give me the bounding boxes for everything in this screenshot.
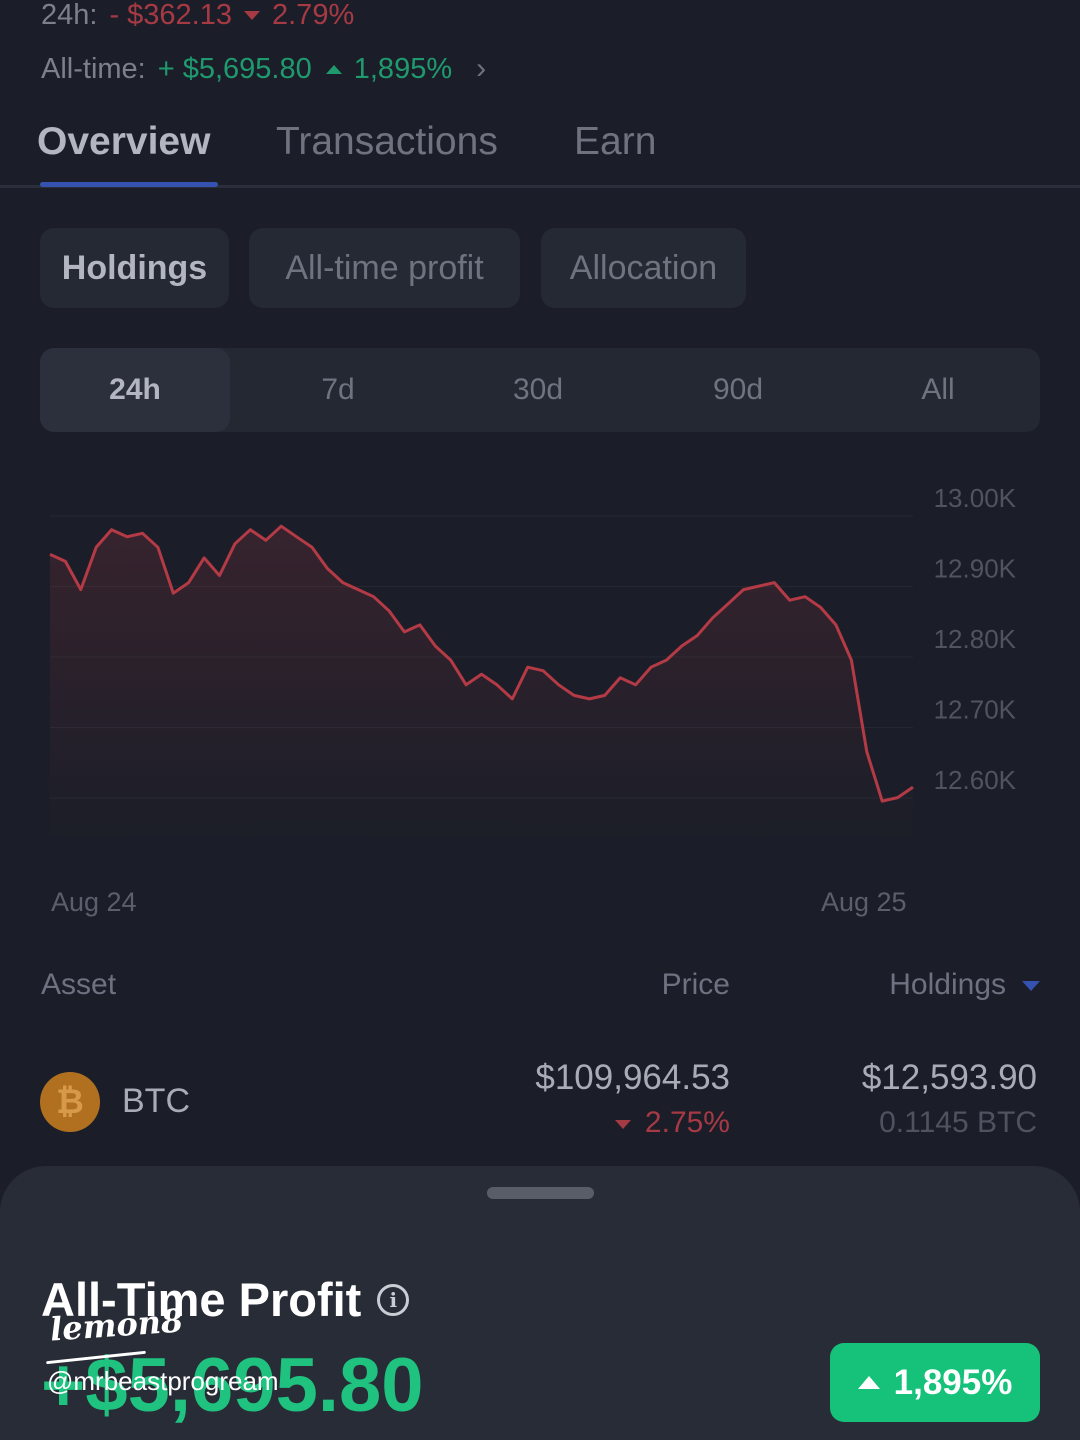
sheet-title: All-Time Profit i bbox=[41, 1272, 410, 1327]
column-header-holdings-label: Holdings bbox=[889, 968, 1006, 1001]
sheet-drag-handle[interactable] bbox=[487, 1187, 594, 1199]
column-header-asset[interactable]: Asset bbox=[41, 968, 117, 1001]
portfolio-summary: 24h: - $362.13 2.79% All-time: + $5,695.… bbox=[41, 0, 486, 96]
period-all[interactable]: All bbox=[921, 373, 955, 406]
asset-holdings-amount: 0.1145 BTC bbox=[879, 1106, 1037, 1139]
caret-down-icon bbox=[614, 1119, 631, 1129]
column-header-holdings[interactable]: Holdings bbox=[889, 968, 1040, 1002]
x-axis-label-end: Aug 25 bbox=[821, 887, 907, 917]
alltime-change-row[interactable]: All-time: + $5,695.80 1,895% › bbox=[41, 42, 486, 96]
info-icon[interactable]: i bbox=[377, 1283, 410, 1316]
sheet-title-text: All-Time Profit bbox=[41, 1273, 362, 1326]
alltime-profit-pct-badge: 1,895% bbox=[830, 1343, 1040, 1422]
tab-transactions[interactable]: Transactions bbox=[276, 120, 498, 163]
period-90d[interactable]: 90d bbox=[712, 373, 764, 406]
chevron-right-icon[interactable]: › bbox=[476, 52, 487, 85]
chip-alltime-profit[interactable]: All-time profit bbox=[249, 228, 520, 308]
alltime-change-pct: 1,895% bbox=[353, 52, 453, 85]
y-axis-tick-label: 12.70K bbox=[934, 695, 1017, 725]
alltime-change-value: + $5,695.80 bbox=[157, 52, 312, 85]
caret-down-icon bbox=[244, 10, 260, 20]
tab-earn[interactable]: Earn bbox=[574, 120, 657, 163]
chip-allocation[interactable]: Allocation bbox=[541, 228, 746, 308]
alltime-change-label: All-time: bbox=[41, 52, 146, 85]
active-tab-indicator bbox=[40, 182, 218, 187]
bottom-sheet[interactable]: All-Time Profit i +$5,695.80 1,895% bbox=[0, 1166, 1080, 1440]
asset-symbol: BTC bbox=[122, 1082, 190, 1120]
asset-price: $109,964.53 bbox=[535, 1058, 730, 1097]
asset-price-change: 2.75% bbox=[614, 1106, 730, 1140]
main-tabs: Overview Transactions Earn bbox=[0, 110, 1080, 188]
asset-holdings-value: $12,593.90 bbox=[861, 1058, 1037, 1097]
caret-up-icon bbox=[325, 64, 342, 74]
period-selector: 24h 7d 30d 90d All bbox=[40, 348, 1040, 432]
chart-line bbox=[49, 524, 914, 803]
day-change-row: 24h: - $362.13 2.79% bbox=[41, 0, 486, 42]
y-axis-tick-label: 13.00K bbox=[934, 483, 1017, 513]
column-header-price[interactable]: Price bbox=[661, 968, 730, 1001]
holdings-chart[interactable]: 13.00K 12.90K 12.80K 12.70K 12.60K bbox=[0, 460, 1080, 860]
chip-holdings[interactable]: Holdings bbox=[40, 228, 229, 308]
bitcoin-icon: ₿ bbox=[40, 1072, 100, 1132]
caret-up-icon bbox=[857, 1376, 880, 1389]
day-change-label: 24h: bbox=[41, 0, 98, 31]
period-24h[interactable]: 24h bbox=[40, 348, 230, 432]
x-axis-label-start: Aug 24 bbox=[51, 887, 137, 917]
watermark-handle: @mrbeastprogream bbox=[47, 1366, 279, 1396]
period-30d[interactable]: 30d bbox=[512, 373, 564, 406]
period-7d[interactable]: 7d bbox=[321, 373, 355, 406]
tab-overview[interactable]: Overview bbox=[37, 120, 211, 163]
y-axis-tick-label: 12.80K bbox=[934, 624, 1017, 654]
asset-price-change-value: 2.75% bbox=[644, 1106, 730, 1139]
y-axis-tick-label: 12.90K bbox=[934, 554, 1017, 584]
day-change-pct: 2.79% bbox=[272, 0, 355, 31]
y-axis-tick-label: 12.60K bbox=[934, 765, 1017, 795]
alltime-profit-pct: 1,895% bbox=[893, 1362, 1013, 1402]
day-change-value: - $362.13 bbox=[109, 0, 232, 31]
chart-area-fill bbox=[50, 526, 913, 840]
sort-desc-icon bbox=[1022, 981, 1040, 992]
